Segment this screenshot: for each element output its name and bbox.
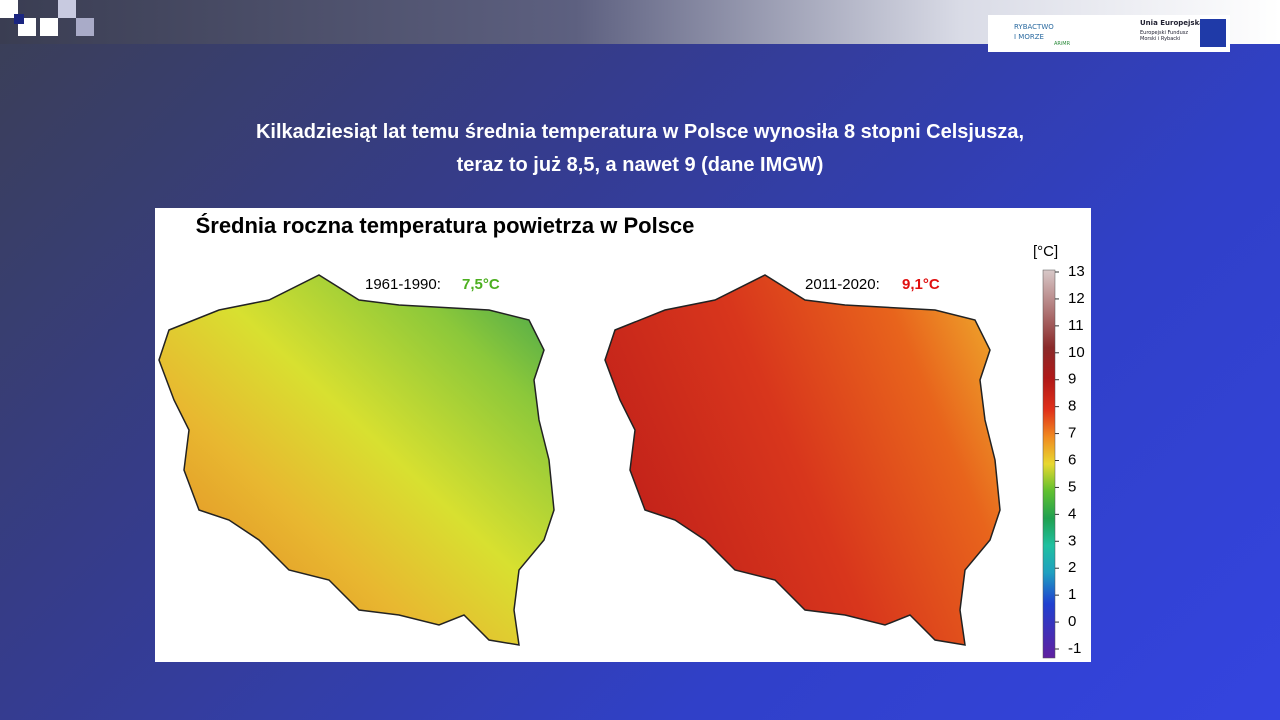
decor — [76, 18, 94, 36]
logo-text: Europejski Fundusz Morski i Rybacki — [1140, 30, 1188, 42]
colorbar-unit: [°C] — [1033, 243, 1058, 260]
figure-title: Średnia roczna temperatura powietrza w P… — [196, 213, 695, 238]
map-mean: 9,1°C — [902, 276, 940, 293]
decor — [40, 18, 58, 36]
colorbar-label: 0 — [1068, 613, 1076, 630]
map-period: 2011-2020: — [805, 276, 880, 293]
map-period: 1961-1990: — [365, 276, 441, 293]
decor — [58, 0, 76, 18]
colorbar-label: 4 — [1068, 505, 1076, 522]
figure-svg: Średnia roczna temperatura powietrza w P… — [158, 213, 1085, 659]
logo-text: I MORZE — [1014, 33, 1044, 41]
colorbar-label: 7 — [1068, 425, 1076, 442]
logo-text: RYBACTWO — [1014, 23, 1054, 31]
colorbar-label: 8 — [1068, 398, 1076, 415]
colorbar-label: 12 — [1068, 290, 1085, 307]
map-1961-1990 — [158, 274, 555, 646]
colorbar-label: 1 — [1068, 586, 1076, 603]
colorbar-label: 10 — [1068, 344, 1085, 361]
colorbar-label: -1 — [1068, 640, 1081, 657]
map-mean: 7,5°C — [462, 276, 500, 293]
eu-flag — [1200, 19, 1226, 47]
slide-title: teraz to już 8,5, a nawet 9 (dane IMGW) — [456, 154, 824, 176]
colorbar-label: 9 — [1068, 371, 1076, 388]
colorbar-label: 11 — [1068, 317, 1084, 334]
figure: Średnia roczna temperatura powietrza w P… — [155, 208, 1091, 662]
logo-text: ARiMR — [1054, 41, 1071, 47]
decor — [0, 0, 18, 18]
colorbar-label: 3 — [1068, 532, 1076, 549]
logo-text: Unia Europejska — [1140, 19, 1204, 27]
colorbar-label: 13 — [1068, 263, 1085, 280]
slide-title: Kilkadziesiąt lat temu średnia temperatu… — [255, 121, 1025, 143]
logos: RYBACTWO I MORZE ARiMR Unia Europejska E… — [988, 15, 1230, 52]
colorbar-label: 6 — [1068, 451, 1076, 468]
colorbar — [1042, 269, 1056, 659]
decor — [14, 14, 24, 24]
colorbar-label: 2 — [1068, 559, 1076, 576]
map-2011-2020 — [604, 274, 1001, 646]
colorbar-label: 5 — [1068, 478, 1076, 495]
